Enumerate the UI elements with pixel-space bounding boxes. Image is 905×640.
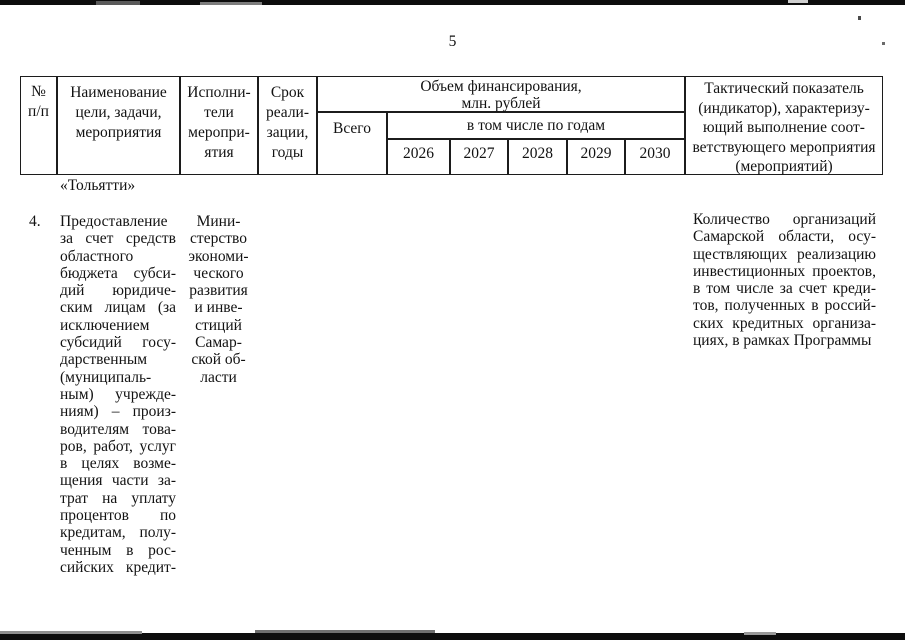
header-cell-term: Срок реали-зации, годы [258, 76, 317, 175]
scan-noise [0, 631, 142, 634]
scan-noise [788, 0, 808, 3]
header-cell-year-2028: 2028 [508, 139, 567, 175]
page-number: 5 [448, 33, 457, 50]
row-indicator: Количество организаций Самарской области,… [693, 211, 876, 350]
header-cell-executors: Исполни-тели меропри-ятия [180, 76, 258, 175]
header-cell-year-2030: 2030 [625, 139, 685, 175]
scan-speck [858, 16, 861, 20]
scan-artifact-bottom-bar [0, 633, 905, 640]
carryover-text: «Тольятти» [60, 177, 136, 194]
header-cell-by-years: в том числе по годам [387, 112, 685, 139]
header-cell-indicator: Тактический показатель (индикатор), харак… [685, 76, 883, 175]
scan-artifact-top-bar [0, 0, 905, 5]
header-cell-year-2027: 2027 [450, 139, 508, 175]
header-cell-name: Наименование цели, задачи, мероприятия [57, 76, 180, 175]
header-cell-year-2026: 2026 [387, 139, 450, 175]
header-cell-year-2029: 2029 [567, 139, 625, 175]
row-executor: Мини-стерство экономи-ческого развития и ин… [188, 213, 249, 386]
scan-noise [255, 630, 435, 633]
row-measure-name: Предоставление за счет средств областного б… [60, 213, 176, 576]
scan-noise [744, 632, 776, 635]
header-cell-financing: Объем финансирования, млн. рублей [317, 76, 685, 112]
row-number: 4. [29, 213, 41, 230]
header-cell-total: Всего [317, 112, 387, 175]
scan-noise [200, 2, 262, 5]
scan-speck [882, 42, 885, 45]
scan-noise [96, 1, 140, 5]
header-cell-row-number: № п/п [20, 76, 57, 175]
